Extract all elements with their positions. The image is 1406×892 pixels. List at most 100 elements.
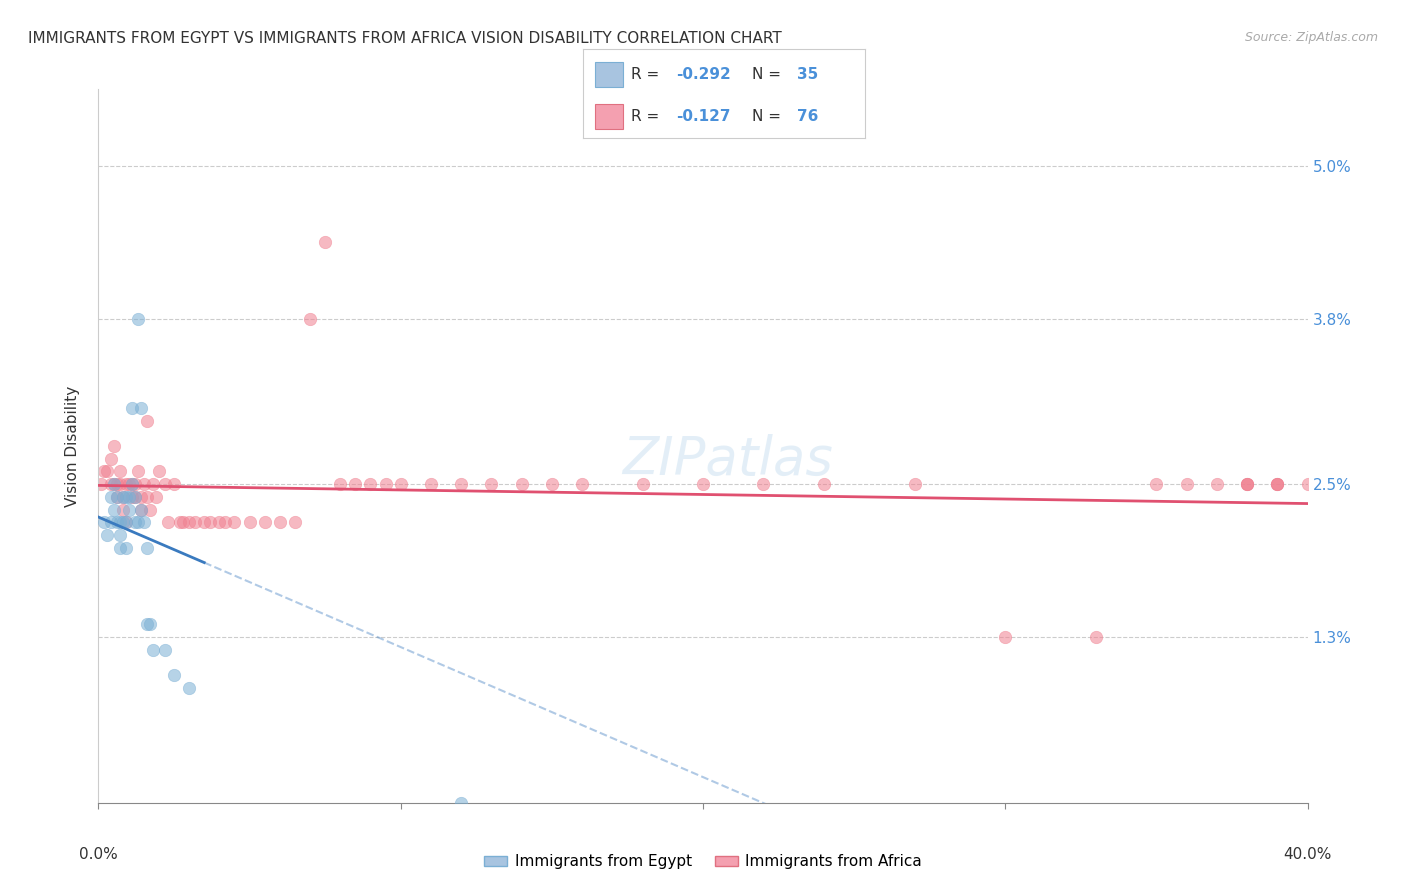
Point xyxy=(169,516,191,530)
Point xyxy=(103,439,125,453)
Text: ZIPatlas: ZIPatlas xyxy=(621,434,832,486)
Text: N =: N = xyxy=(752,67,786,81)
Point xyxy=(108,541,131,555)
Point xyxy=(127,516,149,530)
Point xyxy=(994,630,1017,644)
Text: -0.292: -0.292 xyxy=(676,67,731,81)
Point xyxy=(114,477,136,491)
Point xyxy=(124,490,146,504)
Point xyxy=(100,516,122,530)
Point xyxy=(329,477,352,491)
Point xyxy=(121,477,143,491)
Text: 76: 76 xyxy=(797,110,818,124)
Point xyxy=(142,643,165,657)
Point xyxy=(374,477,396,491)
Point xyxy=(105,490,128,504)
Point xyxy=(111,490,134,504)
Point xyxy=(1267,477,1289,491)
Point xyxy=(105,516,128,530)
Point xyxy=(90,477,112,491)
Point xyxy=(121,477,143,491)
Point xyxy=(142,477,165,491)
Point xyxy=(284,516,307,530)
Point xyxy=(100,490,122,504)
Point xyxy=(163,668,186,682)
Point xyxy=(450,796,472,810)
Point xyxy=(344,477,367,491)
Point xyxy=(1267,477,1289,491)
Point xyxy=(450,477,472,491)
Point xyxy=(156,516,179,530)
Point xyxy=(132,477,155,491)
Point xyxy=(100,451,122,466)
Point xyxy=(135,541,157,555)
Point xyxy=(135,490,157,504)
Point xyxy=(118,477,141,491)
Point xyxy=(111,516,134,530)
Point xyxy=(631,477,654,491)
Point xyxy=(139,617,162,632)
Point xyxy=(360,477,382,491)
Point xyxy=(108,465,131,479)
Point xyxy=(124,516,146,530)
Point xyxy=(121,401,143,415)
Point xyxy=(1236,477,1258,491)
Text: 0.0%: 0.0% xyxy=(79,847,118,863)
Point xyxy=(93,465,115,479)
Point xyxy=(813,477,835,491)
Point xyxy=(118,490,141,504)
Point xyxy=(692,477,714,491)
Legend: Immigrants from Egypt, Immigrants from Africa: Immigrants from Egypt, Immigrants from A… xyxy=(478,848,928,875)
Point xyxy=(114,541,136,555)
Point xyxy=(420,477,443,491)
Point xyxy=(108,528,131,542)
Point xyxy=(510,477,533,491)
Point xyxy=(1296,477,1319,491)
Point xyxy=(135,413,157,427)
Point xyxy=(114,490,136,504)
Point xyxy=(163,477,186,491)
Point xyxy=(139,502,162,516)
Point xyxy=(127,311,149,326)
Point xyxy=(114,516,136,530)
Point xyxy=(118,502,141,516)
Point xyxy=(96,528,118,542)
Point xyxy=(129,401,152,415)
Point xyxy=(314,235,336,249)
Point xyxy=(100,477,122,491)
Point xyxy=(124,490,146,504)
Point xyxy=(108,477,131,491)
Point xyxy=(103,502,125,516)
Text: 40.0%: 40.0% xyxy=(1284,847,1331,863)
Point xyxy=(103,477,125,491)
Point xyxy=(132,516,155,530)
Point xyxy=(135,617,157,632)
Point xyxy=(269,516,291,530)
Text: -0.127: -0.127 xyxy=(676,110,731,124)
Point xyxy=(193,516,215,530)
FancyBboxPatch shape xyxy=(595,62,623,87)
Text: Source: ZipAtlas.com: Source: ZipAtlas.com xyxy=(1244,31,1378,45)
Point xyxy=(93,516,115,530)
Point xyxy=(208,516,231,530)
Point xyxy=(1206,477,1229,491)
Point xyxy=(179,516,201,530)
Text: 35: 35 xyxy=(797,67,818,81)
Point xyxy=(96,465,118,479)
Point xyxy=(153,477,176,491)
Point xyxy=(145,490,167,504)
Point xyxy=(239,516,262,530)
Point xyxy=(200,516,222,530)
FancyBboxPatch shape xyxy=(595,104,623,129)
Point xyxy=(103,477,125,491)
Point xyxy=(1085,630,1108,644)
Point xyxy=(129,502,152,516)
Text: N =: N = xyxy=(752,110,786,124)
Point xyxy=(148,465,170,479)
Point xyxy=(1236,477,1258,491)
Point xyxy=(389,477,412,491)
Point xyxy=(184,516,207,530)
Point xyxy=(124,477,146,491)
Point xyxy=(540,477,562,491)
Point xyxy=(121,490,143,504)
